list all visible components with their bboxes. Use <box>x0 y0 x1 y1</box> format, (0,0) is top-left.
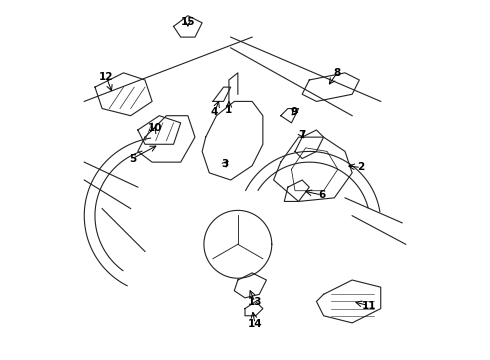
Text: 10: 10 <box>147 123 162 133</box>
Text: 12: 12 <box>99 72 114 82</box>
Text: 2: 2 <box>358 162 365 172</box>
Text: 6: 6 <box>318 190 325 200</box>
Text: 1: 1 <box>225 105 233 115</box>
Text: 5: 5 <box>129 154 136 163</box>
Text: 4: 4 <box>211 107 219 117</box>
Text: 7: 7 <box>298 130 306 140</box>
Text: 15: 15 <box>181 17 195 27</box>
Text: 3: 3 <box>222 159 229 169</box>
Text: 14: 14 <box>247 319 262 329</box>
Text: 9: 9 <box>291 107 298 117</box>
Text: 11: 11 <box>362 301 376 311</box>
Text: 8: 8 <box>334 68 341 78</box>
Text: 13: 13 <box>248 297 262 307</box>
